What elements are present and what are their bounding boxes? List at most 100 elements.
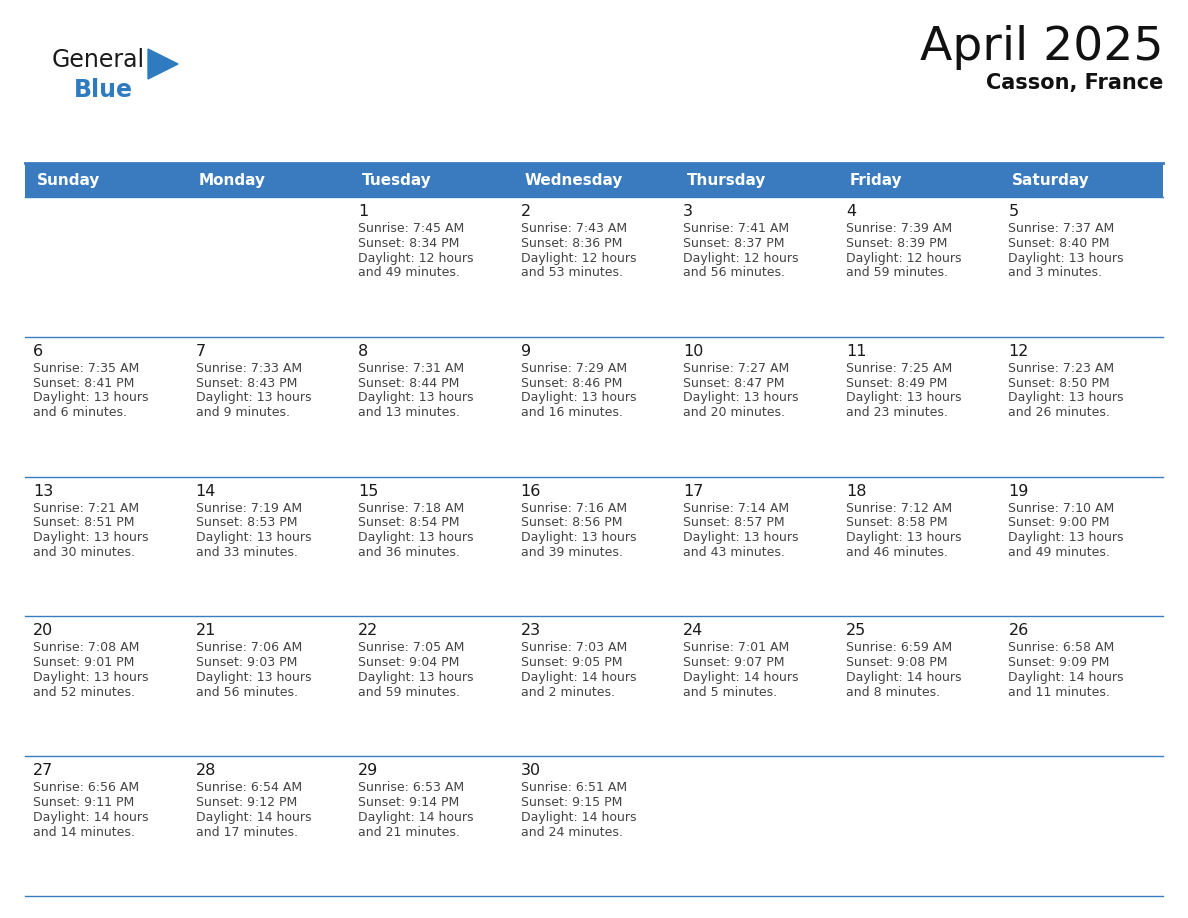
Text: and 6 minutes.: and 6 minutes. (33, 406, 127, 420)
Text: Tuesday: Tuesday (361, 173, 431, 187)
Text: Sunrise: 7:18 AM: Sunrise: 7:18 AM (358, 501, 465, 515)
Bar (675, 337, 838, 476)
Text: and 36 minutes.: and 36 minutes. (358, 546, 460, 559)
Text: Sunrise: 7:21 AM: Sunrise: 7:21 AM (33, 501, 139, 515)
Text: 13: 13 (33, 484, 53, 498)
Text: and 33 minutes.: and 33 minutes. (196, 546, 297, 559)
Text: and 56 minutes.: and 56 minutes. (683, 266, 785, 279)
Text: Daylight: 13 hours: Daylight: 13 hours (1009, 391, 1124, 405)
Text: 4: 4 (846, 204, 857, 219)
Text: and 3 minutes.: and 3 minutes. (1009, 266, 1102, 279)
Text: Sunrise: 7:03 AM: Sunrise: 7:03 AM (520, 642, 627, 655)
Bar (350, 756, 513, 896)
Text: Sunrise: 6:59 AM: Sunrise: 6:59 AM (846, 642, 952, 655)
Text: and 20 minutes.: and 20 minutes. (683, 406, 785, 420)
Text: Daylight: 14 hours: Daylight: 14 hours (196, 811, 311, 823)
Bar (675, 476, 838, 616)
Text: Sunset: 8:34 PM: Sunset: 8:34 PM (358, 237, 460, 250)
Text: Sunrise: 7:43 AM: Sunrise: 7:43 AM (520, 222, 627, 235)
Text: 27: 27 (33, 763, 53, 778)
Text: 17: 17 (683, 484, 703, 498)
Text: 26: 26 (1009, 623, 1029, 638)
Text: Sunrise: 7:05 AM: Sunrise: 7:05 AM (358, 642, 465, 655)
Text: Sunrise: 6:53 AM: Sunrise: 6:53 AM (358, 781, 465, 794)
Text: Sunset: 8:37 PM: Sunset: 8:37 PM (683, 237, 785, 250)
Text: and 46 minutes.: and 46 minutes. (846, 546, 948, 559)
Bar (25, 616, 188, 756)
Text: 9: 9 (520, 344, 531, 359)
Text: Daylight: 13 hours: Daylight: 13 hours (1009, 532, 1124, 544)
Bar (350, 476, 513, 616)
Text: Sunrise: 7:29 AM: Sunrise: 7:29 AM (520, 362, 627, 375)
Text: Sunrise: 7:23 AM: Sunrise: 7:23 AM (1009, 362, 1114, 375)
Text: 8: 8 (358, 344, 368, 359)
Bar (675, 616, 838, 756)
Text: Sunrise: 7:12 AM: Sunrise: 7:12 AM (846, 501, 952, 515)
Text: 16: 16 (520, 484, 541, 498)
Text: and 49 minutes.: and 49 minutes. (1009, 546, 1111, 559)
Text: Daylight: 14 hours: Daylight: 14 hours (33, 811, 148, 823)
Text: Daylight: 12 hours: Daylight: 12 hours (846, 252, 961, 264)
Bar (1000, 197, 1163, 337)
Bar (1000, 616, 1163, 756)
Bar (513, 337, 675, 476)
Text: Daylight: 13 hours: Daylight: 13 hours (846, 391, 961, 405)
Text: and 53 minutes.: and 53 minutes. (520, 266, 623, 279)
Text: Thursday: Thursday (687, 173, 766, 187)
Text: Daylight: 13 hours: Daylight: 13 hours (358, 532, 474, 544)
Text: Sunrise: 6:56 AM: Sunrise: 6:56 AM (33, 781, 139, 794)
Text: Daylight: 14 hours: Daylight: 14 hours (358, 811, 474, 823)
Text: Sunrise: 7:10 AM: Sunrise: 7:10 AM (1009, 501, 1114, 515)
Text: Daylight: 13 hours: Daylight: 13 hours (846, 532, 961, 544)
Text: Daylight: 13 hours: Daylight: 13 hours (1009, 252, 1124, 264)
Text: Sunrise: 7:39 AM: Sunrise: 7:39 AM (846, 222, 952, 235)
Bar (188, 616, 350, 756)
Text: and 49 minutes.: and 49 minutes. (358, 266, 460, 279)
Text: 2: 2 (520, 204, 531, 219)
Text: 28: 28 (196, 763, 216, 778)
Text: Sunrise: 7:31 AM: Sunrise: 7:31 AM (358, 362, 465, 375)
Bar (1000, 163, 1163, 197)
Text: Sunset: 9:07 PM: Sunset: 9:07 PM (683, 656, 785, 669)
Text: Sunset: 9:08 PM: Sunset: 9:08 PM (846, 656, 947, 669)
Text: and 23 minutes.: and 23 minutes. (846, 406, 948, 420)
Text: Daylight: 14 hours: Daylight: 14 hours (520, 671, 637, 684)
Text: 20: 20 (33, 623, 53, 638)
Text: Sunrise: 7:01 AM: Sunrise: 7:01 AM (683, 642, 790, 655)
Text: Daylight: 13 hours: Daylight: 13 hours (358, 671, 474, 684)
Text: Sunrise: 7:35 AM: Sunrise: 7:35 AM (33, 362, 139, 375)
Text: Sunset: 9:12 PM: Sunset: 9:12 PM (196, 796, 297, 809)
Text: Monday: Monday (198, 173, 266, 187)
Bar (350, 197, 513, 337)
Text: Daylight: 13 hours: Daylight: 13 hours (33, 532, 148, 544)
Text: 5: 5 (1009, 204, 1018, 219)
Text: 29: 29 (358, 763, 379, 778)
Text: 14: 14 (196, 484, 216, 498)
Bar (838, 163, 1000, 197)
Polygon shape (148, 49, 178, 79)
Text: Sunrise: 7:41 AM: Sunrise: 7:41 AM (683, 222, 789, 235)
Text: and 59 minutes.: and 59 minutes. (358, 686, 460, 699)
Text: Sunset: 9:00 PM: Sunset: 9:00 PM (1009, 517, 1110, 530)
Text: Daylight: 14 hours: Daylight: 14 hours (683, 671, 798, 684)
Text: Daylight: 13 hours: Daylight: 13 hours (520, 391, 637, 405)
Text: Daylight: 12 hours: Daylight: 12 hours (683, 252, 798, 264)
Text: Saturday: Saturday (1012, 173, 1089, 187)
Text: 10: 10 (683, 344, 703, 359)
Text: Sunrise: 7:27 AM: Sunrise: 7:27 AM (683, 362, 790, 375)
Text: Sunset: 9:11 PM: Sunset: 9:11 PM (33, 796, 134, 809)
Text: and 56 minutes.: and 56 minutes. (196, 686, 297, 699)
Text: Sunset: 8:36 PM: Sunset: 8:36 PM (520, 237, 623, 250)
Bar (25, 163, 188, 197)
Text: Wednesday: Wednesday (524, 173, 623, 187)
Text: Sunset: 9:03 PM: Sunset: 9:03 PM (196, 656, 297, 669)
Text: Sunset: 9:14 PM: Sunset: 9:14 PM (358, 796, 460, 809)
Bar (675, 163, 838, 197)
Bar (1000, 476, 1163, 616)
Text: and 26 minutes.: and 26 minutes. (1009, 406, 1111, 420)
Text: and 17 minutes.: and 17 minutes. (196, 825, 297, 839)
Text: and 43 minutes.: and 43 minutes. (683, 546, 785, 559)
Text: Sunrise: 7:37 AM: Sunrise: 7:37 AM (1009, 222, 1114, 235)
Text: Daylight: 13 hours: Daylight: 13 hours (358, 391, 474, 405)
Text: Sunset: 8:41 PM: Sunset: 8:41 PM (33, 376, 134, 389)
